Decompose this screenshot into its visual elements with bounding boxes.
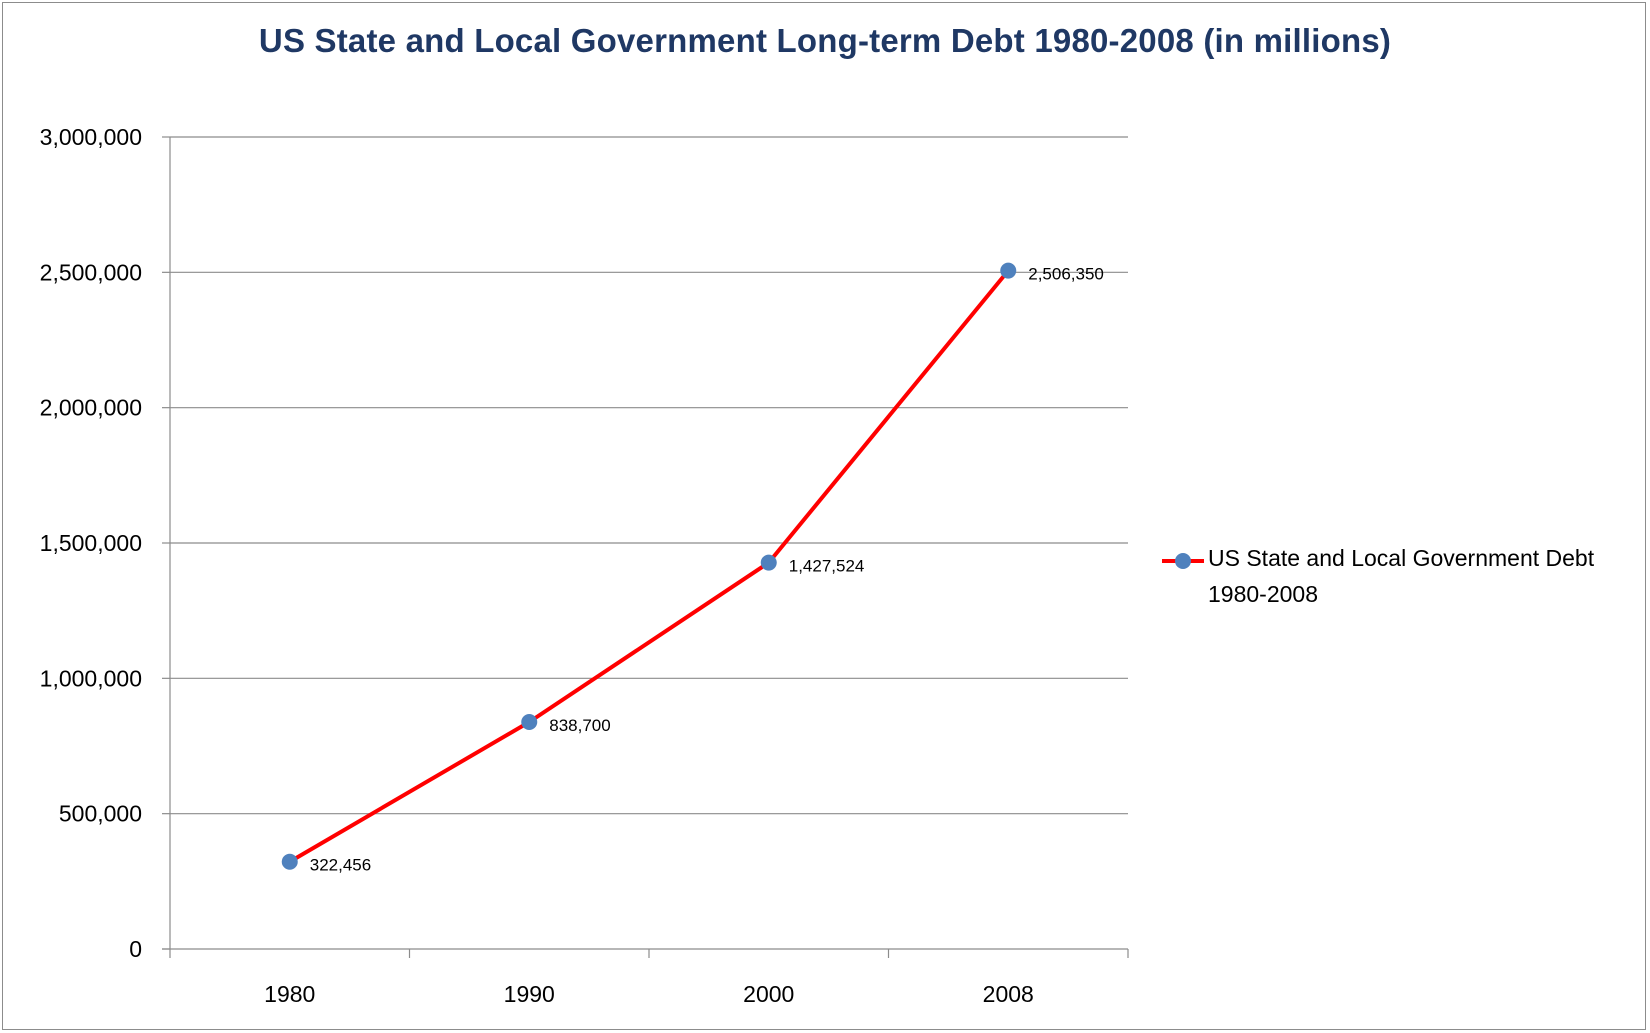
series-line <box>288 269 1010 864</box>
x-tick-label: 1980 <box>264 981 315 1007</box>
y-tick-label: 2,500,000 <box>40 259 142 285</box>
x-tick-label: 2000 <box>743 981 794 1007</box>
gridlines <box>170 136 1128 815</box>
data-label: 1,427,524 <box>789 557 865 576</box>
series-line-layer <box>288 269 1010 864</box>
data-label: 838,700 <box>549 716 610 735</box>
data-point-marker <box>521 713 538 730</box>
y-tick-label: 1,000,000 <box>40 665 142 691</box>
data-label: 2,506,350 <box>1028 265 1104 284</box>
axes: 0 500,000 1,000,000 1,500,000 2,000,000 2,500… <box>40 124 1129 1007</box>
data-labels-layer: 322,456 838,700 1,427,524 2,506,350 <box>310 265 1104 875</box>
legend-swatch-icon <box>1162 553 1204 569</box>
y-tick-label: 500,000 <box>59 801 142 827</box>
x-tick-label: 1990 <box>504 981 555 1007</box>
data-point-marker <box>1000 262 1017 279</box>
legend-label: US State and Local Government Debt 1980-… <box>1208 545 1595 607</box>
y-tick-label: 1,500,000 <box>40 530 142 556</box>
chart-title: US State and Local Government Long-term … <box>258 22 1392 59</box>
y-tick-label: 0 <box>129 936 142 962</box>
markers-layer <box>281 262 1017 870</box>
data-point-marker <box>281 853 298 870</box>
y-tick-label: 3,000,000 <box>40 124 142 150</box>
y-tick-label: 2,000,000 <box>40 395 142 421</box>
data-point-marker <box>760 554 777 571</box>
data-label: 322,456 <box>310 856 371 875</box>
x-tick-label: 2008 <box>983 981 1034 1007</box>
